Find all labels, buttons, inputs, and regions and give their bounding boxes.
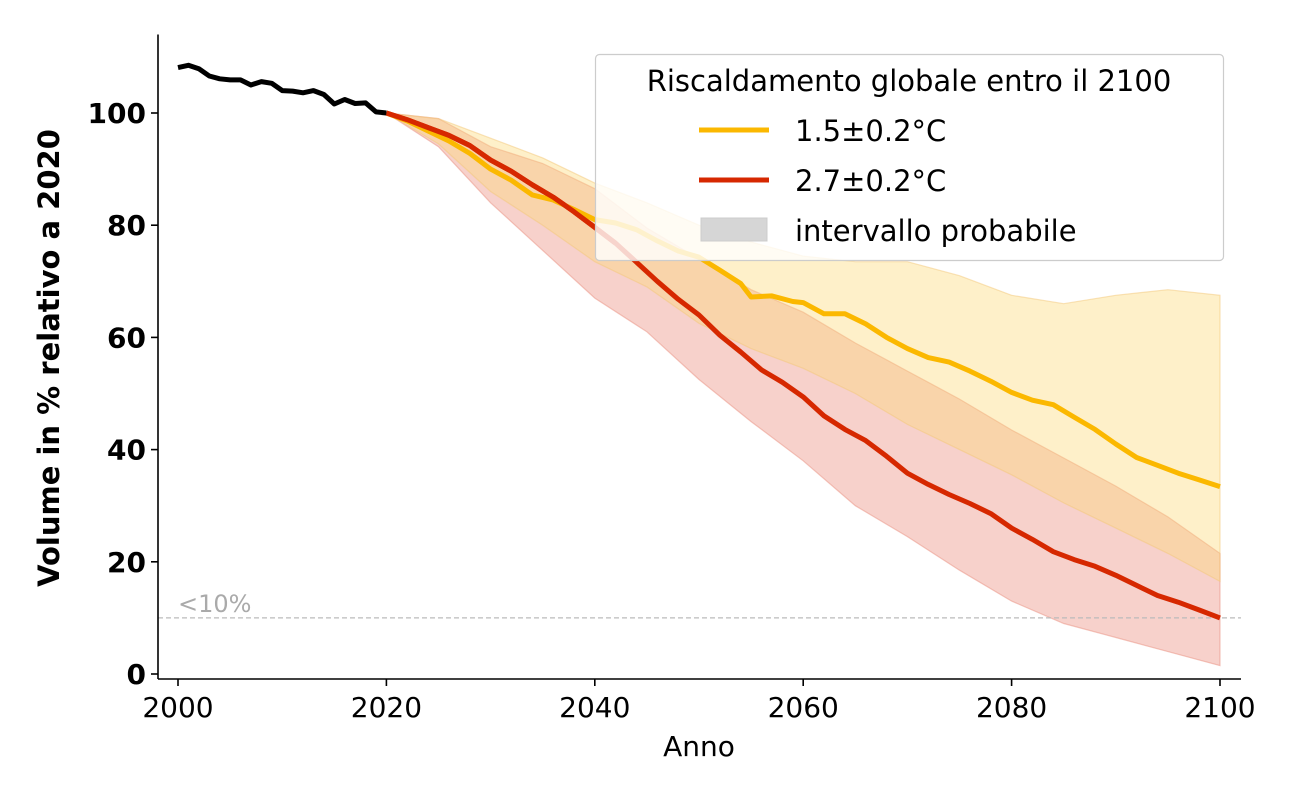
x-tick-label: 2100 xyxy=(1184,691,1255,724)
legend-title: Riscaldamento globale entro il 2100 xyxy=(647,64,1172,98)
x-ticks: 2000 2020 2040 2060 2080 2100 xyxy=(142,679,1256,724)
legend: Riscaldamento globale entro il 2100 1.5±… xyxy=(594,53,1225,262)
lines-layer xyxy=(177,62,1221,621)
y-tick-label: 100 xyxy=(88,97,146,130)
y-tick-label: 20 xyxy=(107,546,146,579)
legend-box xyxy=(594,53,1225,262)
x-tick-label: 2020 xyxy=(351,691,422,724)
x-tick-label: 2000 xyxy=(142,691,213,724)
x-axis-label: Anno xyxy=(663,730,735,763)
y-axis-label: Volume in % relativo a 2020 xyxy=(32,129,66,587)
x-tick-label: 2080 xyxy=(976,691,1047,724)
legend-label-range: intervallo probabile xyxy=(795,214,1077,248)
x-tick-label: 2040 xyxy=(559,691,630,724)
y-tick-label: 60 xyxy=(107,321,146,354)
line-historical xyxy=(177,62,387,116)
legend-label-2-7: 2.7±0.2°C xyxy=(795,164,946,198)
y-tick-label: 0 xyxy=(127,658,146,691)
threshold-label: <10% xyxy=(178,590,251,618)
line-2-7-front xyxy=(385,110,618,246)
legend-swatch-range xyxy=(700,217,768,242)
line-1-5 xyxy=(385,110,1221,489)
threshold-layer: <10% xyxy=(158,590,1241,619)
y-tick-label: 80 xyxy=(107,209,146,242)
y-ticks: 0 20 40 60 80 100 xyxy=(88,97,158,691)
x-tick-label: 2060 xyxy=(768,691,839,724)
y-tick-label: 40 xyxy=(107,434,146,467)
legend-label-1-5: 1.5±0.2°C xyxy=(795,114,946,148)
